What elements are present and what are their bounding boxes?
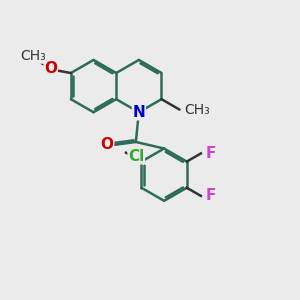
Text: CH₃: CH₃ [184,103,210,117]
Text: F: F [206,146,216,161]
Text: O: O [44,61,57,76]
Text: N: N [133,105,145,120]
Text: F: F [206,188,216,203]
Text: Cl: Cl [128,149,144,164]
Text: CH₃: CH₃ [20,49,46,63]
Text: O: O [100,137,113,152]
